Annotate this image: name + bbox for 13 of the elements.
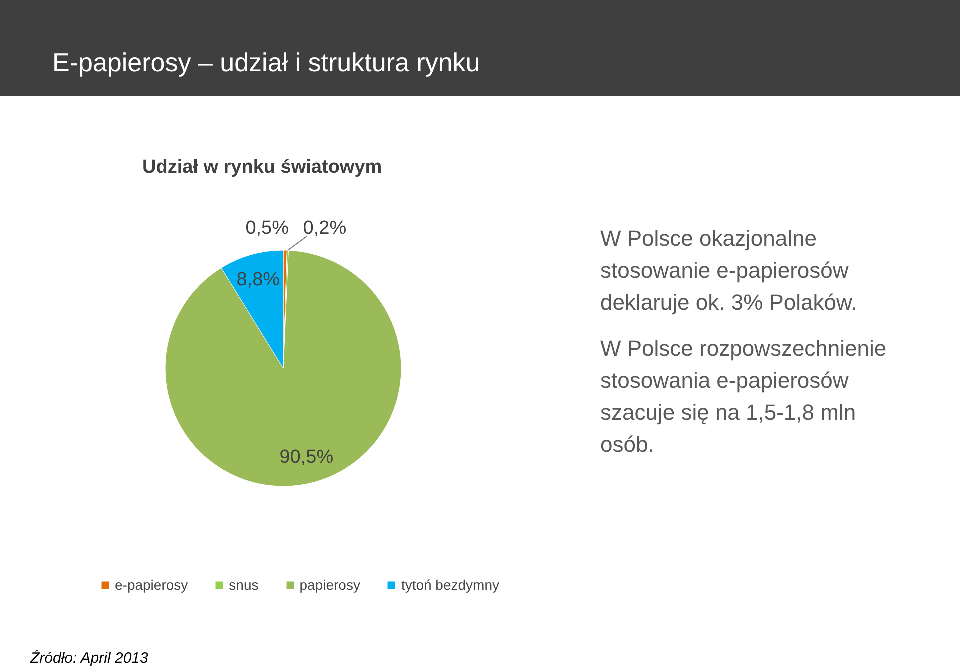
legend-label: snus	[229, 577, 259, 593]
chart-title: E-papierosy – udział i struktura rynku	[52, 48, 480, 78]
legend-label: papierosy	[300, 577, 360, 593]
text: W Polsce okazjonalne stosowanie e-papierosów deklaruje ok. 3% Polaków.	[600, 226, 858, 315]
text: W Polsce rozpowszechnienie stosowania e-papierosów szacuje się na 1,5-1,8 mln osób.	[600, 336, 887, 457]
data-label: 0,5%	[246, 218, 290, 240]
text: Źródło: April 2013	[30, 649, 149, 667]
data-label: 90,5%	[280, 447, 334, 468]
data-label: 8,8%	[236, 269, 280, 290]
legend-label: tytoń bezdymny	[401, 577, 500, 593]
legend-label: e-papierosy	[115, 577, 188, 593]
data-label: 0,2%	[303, 218, 347, 240]
chart-subtitle: Udział w rynku światowym	[142, 157, 382, 178]
